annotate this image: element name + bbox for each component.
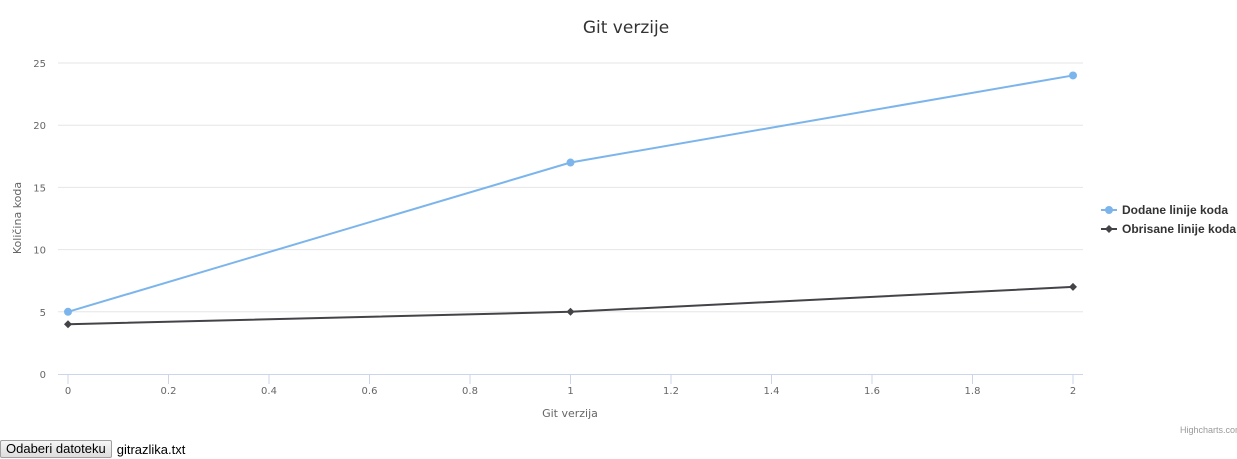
x-tick-label: 1.8	[965, 386, 981, 397]
legend: Dodane linije koda Obrisane linije koda	[1101, 203, 1236, 236]
y-tick-label: 0	[40, 370, 46, 381]
legend-item-1[interactable]: Obrisane linije koda	[1101, 222, 1236, 236]
series-group	[64, 71, 1077, 329]
legend-item-0[interactable]: Dodane linije koda	[1101, 203, 1228, 217]
x-axis-title: Git verzija	[542, 407, 598, 420]
axes: 0 5 10 15 20 25 0 0.2 0.4 0.6 0.8 1 1.2 1.4 1.6 1.8 2	[33, 59, 1083, 397]
data-point-circle[interactable]	[1069, 71, 1077, 80]
y-tick-label: 25	[33, 59, 46, 70]
x-tick-label: 1	[567, 386, 573, 397]
chart-container: Git verzije 0 5 10 15 20 25 0 0.2 0.4 0.6 0.8 1 1.2 1…	[11, 18, 1237, 435]
y-tick-label: 15	[33, 183, 46, 194]
series-line-1[interactable]	[67, 285, 1074, 326]
x-tick-label: 0	[65, 386, 71, 397]
y-tick-label: 20	[33, 121, 46, 132]
chart-title: Git verzije	[583, 18, 669, 38]
grid-lines	[58, 62, 1083, 313]
x-tick-label: 0.4	[261, 386, 277, 397]
data-point-circle[interactable]	[64, 307, 72, 316]
x-tick-label: 2	[1070, 386, 1076, 397]
legend-diamond-symbol	[1105, 225, 1113, 233]
series-line-0[interactable]	[67, 74, 1074, 313]
data-point-diamond[interactable]	[64, 320, 72, 329]
data-point-diamond[interactable]	[566, 307, 575, 316]
legend-label: Obrisane linije koda	[1122, 222, 1236, 236]
y-axis-title: Količina koda	[11, 182, 24, 254]
x-tick-label: 1.6	[864, 386, 880, 397]
file-input-row: Odaberi datoteku gitrazlika.txt	[0, 440, 185, 458]
choose-file-button[interactable]: Odaberi datoteku	[0, 440, 112, 458]
x-tick-label: 0.8	[462, 386, 478, 397]
data-point-circle[interactable]	[566, 158, 575, 167]
selected-file-name: gitrazlika.txt	[116, 441, 186, 457]
x-tick-label: 0.2	[161, 386, 177, 397]
y-tick-label: 10	[33, 246, 46, 257]
legend-circle-symbol	[1105, 206, 1113, 214]
y-tick-label: 5	[40, 308, 46, 319]
credits-text[interactable]: Highcharts.com	[1180, 425, 1237, 435]
legend-label: Dodane linije koda	[1122, 203, 1228, 217]
x-tick-label: 0.6	[362, 386, 378, 397]
line-chart: Git verzije 0 5 10 15 20 25 0 0.2 0.4 0.6 0.8 1 1.2 1…	[11, 18, 1237, 435]
x-tick-label: 1.2	[663, 386, 679, 397]
x-tick-label: 1.4	[764, 386, 780, 397]
data-point-diamond[interactable]	[1069, 282, 1077, 291]
